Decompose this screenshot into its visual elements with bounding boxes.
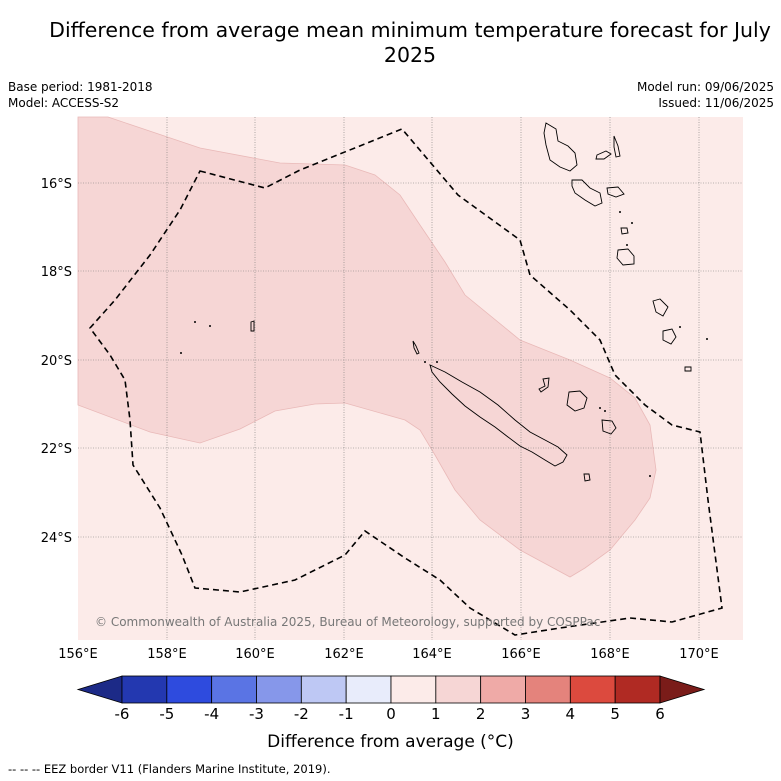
lifou-island [566, 390, 588, 412]
pentecost-island [606, 186, 625, 198]
colorbar-tick-label: -1 [338, 705, 354, 723]
colorbar-tick-label: 6 [655, 705, 665, 723]
colorbar-tick-label: 5 [610, 705, 620, 723]
mare-island [601, 419, 617, 435]
lon-label: 166°E [501, 647, 541, 662]
espiritu-santo-island [543, 122, 578, 172]
chart-title: Difference from average mean minimum tem… [49, 18, 771, 67]
eez-legend-note: -- -- -- EEZ border V11 (Flanders Marine… [8, 762, 331, 776]
new-caledonia-island [429, 364, 568, 467]
colorbar-extend-low [76, 675, 123, 704]
colorbar-tick-label: -6 [114, 705, 130, 723]
tanna-island [652, 298, 669, 317]
lat-axis-labels: 16°S 18°S 20°S 22°S 24°S [41, 177, 72, 546]
matthew-island [684, 366, 692, 372]
colorbar-segment [166, 675, 213, 704]
colorbar-segment [121, 675, 168, 704]
lon-label: 164°E [412, 647, 452, 662]
colorbar-tick-label: 2 [475, 705, 486, 723]
colorbar-segment [480, 675, 526, 704]
model-run: Model run: 09/06/2025 [636, 80, 774, 94]
colorbar-extend-high [659, 675, 706, 704]
lat-label: 24°S [41, 531, 72, 546]
lon-label: 158°E [147, 647, 187, 662]
colorbar-label: Difference from average (°C) [267, 732, 514, 752]
colorbar-tick-label: -4 [204, 705, 220, 723]
colorbar-segment [300, 675, 347, 704]
base-period: Base period: 1981-2018 [8, 80, 153, 94]
issued-date: Issued: 11/06/2025 [658, 96, 774, 110]
colorbar-tick-label: -2 [293, 705, 309, 723]
lon-label: 168°E [590, 647, 630, 662]
colorbar-segment [569, 675, 616, 704]
maewo-island [613, 135, 621, 158]
copyright-text: © Commonwealth of Australia 2025, Bureau… [95, 615, 600, 629]
erromango-island [616, 248, 635, 266]
lon-label: 170°E [679, 647, 719, 662]
colorbar-tick-label: 0 [386, 705, 396, 723]
lat-label: 18°S [41, 265, 72, 280]
colorbar-segment [390, 675, 437, 704]
model-name: Model: ACCESS-S2 [8, 96, 120, 110]
meta-left: Base period: 1981-2018 Model: ACCESS-S2 [8, 79, 153, 111]
efate-island [620, 227, 629, 235]
colorbar-tick-label: 4 [565, 705, 576, 723]
colorbar-segment [525, 675, 571, 704]
belep-islands [412, 340, 420, 355]
lat-label: 16°S [41, 177, 72, 192]
gridlines [78, 117, 743, 640]
colorbar-tick-label: -3 [249, 705, 264, 723]
colorbar-segment [211, 675, 257, 704]
eez-border [88, 128, 723, 636]
lat-label: 20°S [41, 354, 72, 369]
colorbar [76, 675, 706, 704]
ouvea-island [538, 377, 550, 393]
lon-label: 156°E [58, 647, 98, 662]
colorbar-tick-label: 3 [520, 705, 531, 723]
meta-right: Model run: 09/06/2025 Issued: 11/06/2025 [637, 79, 774, 111]
lon-axis-labels: 156°E 158°E 160°E 162°E 164°E 166°E 168°… [58, 647, 719, 662]
lon-label: 162°E [324, 647, 364, 662]
islet-dots [180, 211, 708, 477]
colorbar-segment [256, 675, 302, 704]
lat-label: 22°S [41, 442, 72, 457]
lon-label: 160°E [235, 647, 275, 662]
colorbar-tick-label: 1 [431, 705, 441, 723]
chesterfield-islet [250, 320, 255, 332]
malakula-island [571, 179, 603, 207]
aneityum-island [662, 328, 677, 345]
ambae-island [595, 150, 612, 160]
isle-of-pines [583, 473, 591, 482]
colorbar-ticks: -6 -5 -4 -3 -2 -1 0 1 2 3 4 5 6 [0, 705, 781, 725]
colorbar-segment [345, 675, 392, 704]
colorbar-segment [614, 675, 661, 704]
islands [250, 122, 692, 482]
colorbar-segment [435, 675, 482, 704]
colorbar-tick-label: -5 [159, 705, 175, 723]
